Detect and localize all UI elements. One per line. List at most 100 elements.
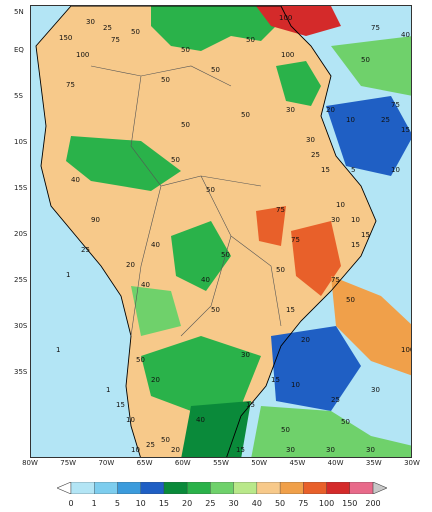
green-patch-northeast: [276, 61, 321, 106]
contour-label: 50: [361, 56, 370, 64]
contour-label: 100: [76, 51, 90, 59]
lat-label: 10S: [14, 138, 28, 146]
lat-label: 25S: [14, 276, 28, 284]
country-borders: [90, 65, 282, 337]
contour-label: 30: [306, 136, 315, 144]
green-patch-west: [66, 136, 181, 191]
green-patch-andes: [131, 286, 181, 336]
contour-label: 50: [276, 266, 285, 274]
orange-band-ocean: [331, 276, 411, 376]
contour-label: 75: [66, 81, 75, 89]
contour-label: 50: [161, 76, 170, 84]
legend-tick-label: 30: [228, 499, 239, 508]
green-patch-far-south: [181, 401, 251, 457]
contour-label: 20: [171, 446, 180, 454]
legend-under-arrow: [57, 482, 72, 494]
legend-tick-label: 150: [342, 499, 358, 508]
contour-label: 1: [56, 346, 61, 354]
contour-label: 50: [206, 186, 215, 194]
contour-label: 30: [331, 216, 340, 224]
lat-label: 5N: [14, 8, 24, 16]
contour-label: 50: [221, 251, 230, 259]
contour-label: 5: [351, 166, 356, 174]
red-patch-north-ocean: [256, 6, 341, 36]
contour-label: 100: [279, 14, 293, 22]
contour-label: 50: [161, 436, 170, 444]
contour-label: 90: [91, 216, 100, 224]
lon-label: 80W: [22, 459, 38, 467]
lon-label: 40W: [327, 459, 344, 467]
contour-label: 75: [111, 36, 120, 44]
contour-label: 25: [311, 151, 320, 159]
contour-label: 50: [246, 36, 255, 44]
contour-label: 15: [116, 401, 125, 409]
lat-label: 5S: [14, 92, 23, 100]
contour-label: 40: [141, 281, 150, 289]
contour-label: 50: [211, 306, 220, 314]
lat-label: 35S: [14, 368, 28, 376]
legend-swatch: [256, 482, 281, 494]
contour-label: 150: [59, 34, 73, 42]
lat-label: 20S: [14, 230, 28, 238]
green-patch-north: [151, 6, 276, 51]
contour-label: 40: [196, 416, 205, 424]
legend-swatch: [233, 482, 258, 494]
lon-label: 60W: [174, 459, 191, 467]
contour-label: 40: [401, 31, 410, 39]
legend-tick-label: 15: [158, 499, 170, 508]
contour-label: 20: [151, 376, 160, 384]
lon-label: 70W: [98, 459, 115, 467]
contour-label: 10: [391, 166, 400, 174]
contour-label: 25: [146, 441, 155, 449]
contour-label: 50: [346, 296, 355, 304]
contour-label: 10: [126, 416, 135, 424]
contour-label: 30: [286, 446, 295, 454]
contour-label: 15: [361, 231, 370, 239]
legend-swatch: [186, 482, 212, 494]
contour-label: 15: [271, 376, 280, 384]
red-patch-interior: [256, 206, 286, 246]
legend-swatch: [210, 482, 235, 494]
contour-label: 15: [286, 306, 295, 314]
contour-label: 15: [351, 241, 360, 249]
contour-label: 30: [326, 446, 335, 454]
contour-label: 10: [336, 201, 345, 209]
contour-label: 10: [351, 216, 360, 224]
contour-label: 75: [391, 101, 400, 109]
contour-label: 75: [331, 276, 340, 284]
legend-tick-label: 75: [298, 499, 309, 508]
blue-low-northeast: [326, 96, 411, 176]
contour-label: 30: [366, 446, 375, 454]
contour-label: 30: [371, 386, 380, 394]
lon-label: 35W: [365, 459, 382, 467]
contour-label: 40: [71, 176, 80, 184]
contour-label: 40: [151, 241, 160, 249]
contour-label: 50: [171, 156, 180, 164]
lon-label: 55W: [213, 459, 229, 467]
lon-label: 75W: [60, 459, 77, 467]
green-patch-central: [171, 221, 231, 291]
contour-label: 20: [301, 336, 310, 344]
lat-label: 30S: [14, 322, 28, 330]
precipitation-map: 100 30 25 50 150 100 75 50 50 75 50 75 100 40 50 50 30 20…: [30, 5, 412, 458]
legend-swatch: [303, 482, 328, 494]
lon-label: 65W: [136, 459, 153, 467]
map-canvas: [35, 6, 411, 457]
contour-label: 50: [211, 66, 220, 74]
legend-swatch: [140, 482, 165, 494]
legend-colorbar: [57, 482, 387, 494]
contour-label: 75: [276, 206, 285, 214]
lon-label: 30W: [404, 459, 420, 467]
legend-tick-label: 20: [182, 499, 193, 508]
legend-swatch: [326, 482, 351, 494]
contour-label: 15: [236, 446, 245, 454]
contour-label: 1: [66, 271, 71, 279]
contour-label: 100: [401, 346, 411, 354]
contour-label: 50: [181, 46, 190, 54]
red-patch-southeast: [291, 221, 341, 296]
contour-label: 50: [181, 121, 190, 129]
lon-label: 45W: [289, 459, 306, 467]
contour-label: 75: [291, 236, 300, 244]
contour-label: 25: [103, 24, 112, 32]
green-patch-south: [141, 336, 261, 411]
